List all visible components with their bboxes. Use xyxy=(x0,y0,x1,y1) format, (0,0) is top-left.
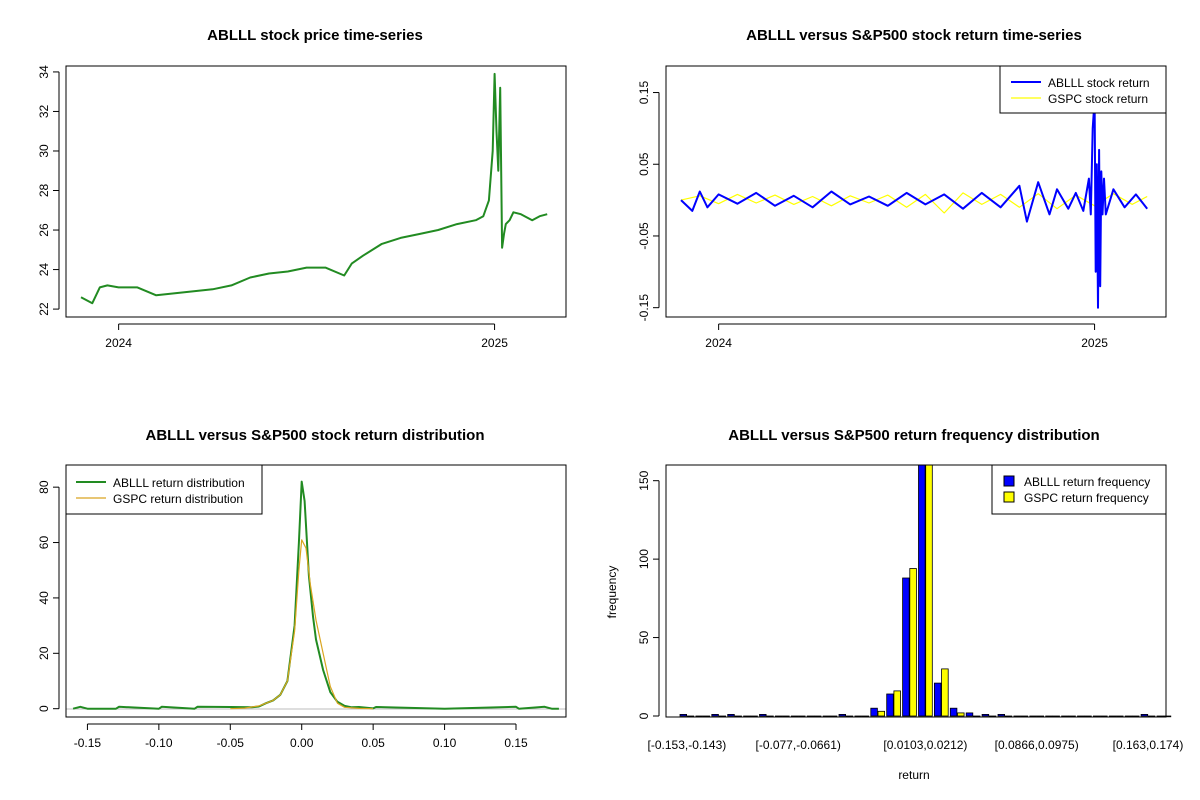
bar-1-14 xyxy=(909,568,917,717)
x-tick-label: -0.15 xyxy=(74,736,102,750)
legend-label-gspc: GSPC return distribution xyxy=(113,492,243,506)
bar-0-16 xyxy=(934,682,942,717)
y-tick-label: -0.15 xyxy=(637,294,651,322)
series-line-0 xyxy=(680,98,1148,309)
x-tick-label: [-0.153,-0.143) xyxy=(648,738,727,752)
legend-label-gspc: GSPC return frequency xyxy=(1024,491,1149,505)
x-tick-label: [0.0866,0.0975) xyxy=(995,738,1079,752)
plot-frame xyxy=(65,65,567,318)
legend-label-ablll: ABLLL stock return xyxy=(1048,76,1150,90)
y-tick-label: 32 xyxy=(37,104,51,118)
x-tick-label: 0.10 xyxy=(433,736,457,750)
bar-0-17 xyxy=(949,707,958,717)
series-layer xyxy=(680,98,1148,309)
bar-0-13 xyxy=(886,693,894,717)
series-layer xyxy=(679,464,1172,718)
series-line-0 xyxy=(80,72,548,305)
bar-1-13 xyxy=(893,690,901,717)
y-axis-label: frequency xyxy=(605,566,619,619)
legend-label-ablll: ABLLL return frequency xyxy=(1024,475,1150,489)
plot-frame xyxy=(665,464,1167,718)
y-tick-label: 30 xyxy=(37,144,51,158)
y-tick-label: 50 xyxy=(637,631,651,645)
axis-layer: 22 24 26 28 30 32 34 2024 2025 xyxy=(37,65,508,350)
bar-1-16 xyxy=(941,668,949,717)
y-tick-label: 28 xyxy=(37,184,51,198)
legend: ABLLL stock return GSPC stock return xyxy=(999,65,1167,114)
y-tick-label: 34 xyxy=(37,65,51,79)
bar-0-15 xyxy=(918,464,926,717)
legend-box xyxy=(991,464,1167,515)
y-tick-label: 0 xyxy=(37,705,51,712)
bar-0-20 xyxy=(997,714,1005,717)
bar-1-17 xyxy=(957,712,965,717)
x-tick-label: 2025 xyxy=(481,336,508,350)
y-tick-label: 24 xyxy=(37,263,51,277)
bar-1-12 xyxy=(877,710,885,717)
y-tick-label: 150 xyxy=(637,470,651,490)
bar-0-18 xyxy=(965,712,974,717)
y-tick-label: 80 xyxy=(37,480,51,494)
x-tick-label: -0.05 xyxy=(217,736,245,750)
y-tick-label: 20 xyxy=(37,646,51,660)
bar-0-29 xyxy=(1140,714,1149,717)
axis-layer: 0 50 100 150 [-0.153,-0.143) [-0.077,-0.0661)… xyxy=(637,470,1183,752)
bar-0-10 xyxy=(838,714,846,717)
frequency-distribution-panel: ABLLL versus S&P500 return frequency dis… xyxy=(605,427,1183,782)
bar-0-0 xyxy=(679,714,687,717)
x-axis-label: return xyxy=(898,768,929,782)
y-tick-label: -0.05 xyxy=(637,222,651,250)
y-tick-label: 0.05 xyxy=(637,152,651,176)
x-tick-label: 2024 xyxy=(705,336,732,350)
legend-box xyxy=(999,65,1167,114)
series-line-1 xyxy=(230,539,374,710)
bar-0-3 xyxy=(727,714,735,717)
plot-frame xyxy=(65,464,567,718)
chart-title: ABLLL versus S&P500 stock return time-se… xyxy=(746,27,1082,44)
x-tick-label: 0.05 xyxy=(361,736,385,750)
bar-0-2 xyxy=(711,714,719,717)
y-tick-label: 60 xyxy=(37,536,51,550)
y-tick-label: 26 xyxy=(37,223,51,237)
y-tick-label: 22 xyxy=(37,302,51,316)
legend-label-gspc: GSPC stock return xyxy=(1048,92,1148,106)
bar-0-19 xyxy=(981,714,990,717)
x-tick-label: -0.10 xyxy=(145,736,173,750)
bar-1-30 xyxy=(1163,715,1172,718)
legend-label-ablll: ABLLL return distribution xyxy=(113,476,245,490)
x-tick-label: [0.163,0.174) xyxy=(1113,738,1184,752)
bar-0-5 xyxy=(759,714,767,717)
price-timeseries-panel: ABLLL stock price time-series 22 24 26 28 30… xyxy=(37,27,567,350)
bar-1-15 xyxy=(925,464,933,717)
legend-swatch-ablll xyxy=(1003,475,1015,487)
chart-title: ABLLL versus S&P500 stock return distrib… xyxy=(146,427,485,444)
axis-layer: 0 20 40 60 80 -0.15 -0.10 -0.05 0.00 0.05 0.10 0.15 xyxy=(37,480,528,750)
series-line-0 xyxy=(72,480,559,710)
bar-0-12 xyxy=(870,707,878,717)
series-layer xyxy=(72,480,559,710)
series-layer xyxy=(80,72,548,305)
legend-swatch-gspc xyxy=(1003,491,1015,503)
axis-layer: -0.15 -0.05 0.05 0.15 2024 2025 xyxy=(637,81,1108,350)
return-timeseries-panel: ABLLL versus S&P500 stock return time-se… xyxy=(637,27,1167,350)
x-tick-label: 2025 xyxy=(1081,336,1108,350)
x-tick-label: [-0.077,-0.0661) xyxy=(756,738,841,752)
y-tick-label: 0 xyxy=(637,712,651,719)
return-distribution-panel: ABLLL versus S&P500 stock return distrib… xyxy=(37,427,567,750)
x-tick-label: 0.00 xyxy=(290,736,314,750)
chart-title: ABLLL stock price time-series xyxy=(207,27,423,44)
plot-frame xyxy=(665,65,1167,318)
y-tick-label: 0.15 xyxy=(637,81,651,105)
bar-0-14 xyxy=(902,577,910,717)
legend: ABLLL return distribution GSPC return di… xyxy=(65,464,263,515)
x-tick-label: [0.0103,0.0212) xyxy=(883,738,967,752)
x-tick-label: 2024 xyxy=(105,336,132,350)
legend: ABLLL return frequency GSPC return frequ… xyxy=(991,464,1167,515)
legend-box xyxy=(65,464,263,515)
chart-title: ABLLL versus S&P500 return frequency dis… xyxy=(728,427,1099,444)
x-tick-label: 0.15 xyxy=(504,736,528,750)
y-tick-label: 100 xyxy=(637,549,651,569)
y-tick-label: 40 xyxy=(37,591,51,605)
